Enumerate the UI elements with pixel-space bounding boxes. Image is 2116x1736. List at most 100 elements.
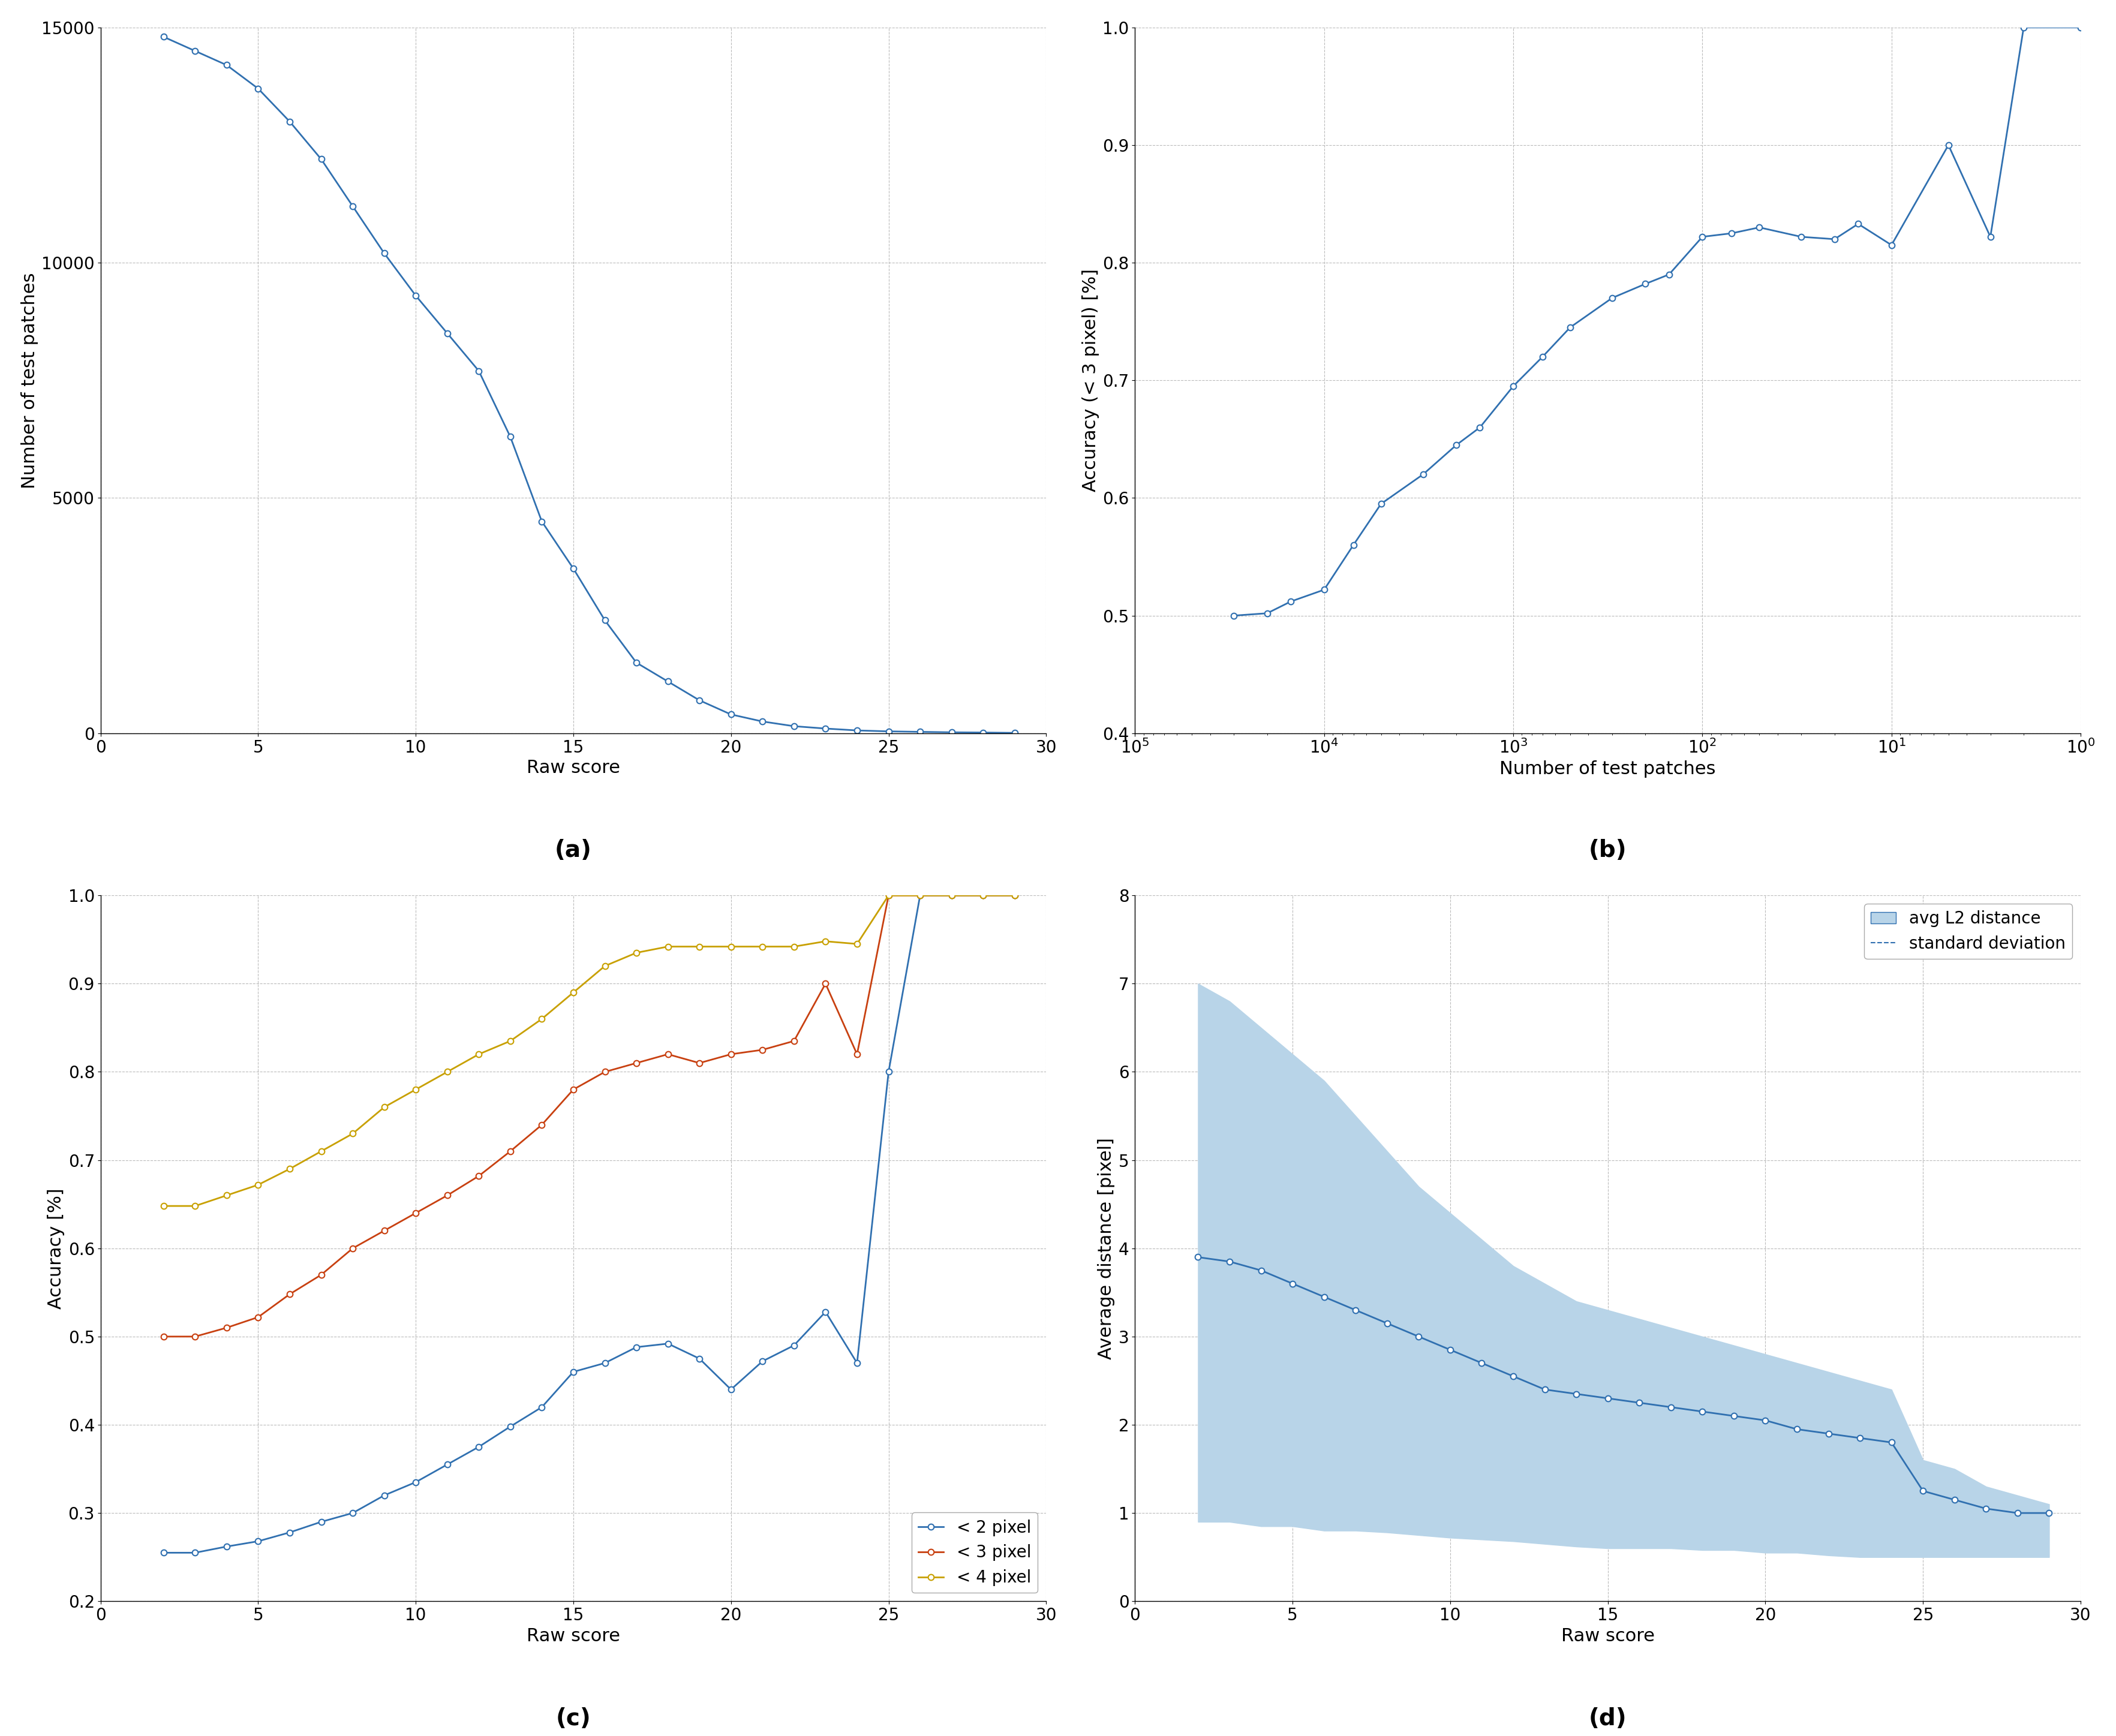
< 3 pixel — [781, 1031, 806, 1052]
< 4 pixel — [592, 955, 618, 976]
< 2 pixel — [688, 1349, 713, 1370]
Text: (c): (c) — [557, 1706, 590, 1729]
< 3 pixel — [908, 885, 933, 906]
< 4 pixel — [150, 1196, 176, 1217]
< 2 pixel — [656, 1333, 681, 1354]
< 4 pixel — [688, 936, 713, 957]
< 3 pixel — [309, 1264, 334, 1285]
< 4 pixel — [940, 885, 965, 906]
Text: (d): (d) — [1589, 1706, 1627, 1729]
< 3 pixel — [749, 1040, 774, 1061]
< 4 pixel — [497, 1031, 523, 1052]
< 2 pixel — [876, 1061, 901, 1082]
< 4 pixel — [1003, 885, 1028, 906]
< 2 pixel — [749, 1351, 774, 1371]
< 2 pixel — [372, 1484, 398, 1505]
X-axis label: Number of test patches: Number of test patches — [1500, 760, 1716, 778]
< 4 pixel — [624, 943, 650, 963]
< 4 pixel — [971, 885, 997, 906]
Y-axis label: Average distance [pixel]: Average distance [pixel] — [1098, 1137, 1115, 1359]
< 3 pixel — [402, 1203, 427, 1224]
< 4 pixel — [402, 1080, 427, 1101]
< 2 pixel — [717, 1378, 743, 1399]
< 2 pixel — [402, 1472, 427, 1493]
< 3 pixel — [561, 1080, 586, 1101]
< 2 pixel — [813, 1302, 838, 1323]
< 3 pixel — [940, 885, 965, 906]
< 2 pixel — [277, 1522, 303, 1543]
Y-axis label: Number of test patches: Number of test patches — [21, 273, 38, 488]
Line: < 4 pixel: < 4 pixel — [161, 892, 1018, 1208]
< 2 pixel — [1003, 885, 1028, 906]
< 3 pixel — [277, 1285, 303, 1305]
< 4 pixel — [182, 1196, 207, 1217]
Text: (a): (a) — [554, 838, 592, 861]
< 3 pixel — [214, 1318, 239, 1338]
< 2 pixel — [529, 1397, 554, 1418]
< 3 pixel — [971, 885, 997, 906]
< 2 pixel — [908, 885, 933, 906]
< 2 pixel — [245, 1531, 271, 1552]
< 4 pixel — [908, 885, 933, 906]
< 4 pixel — [341, 1123, 366, 1144]
< 4 pixel — [372, 1097, 398, 1118]
X-axis label: Raw score: Raw score — [1562, 1627, 1655, 1644]
Text: (b): (b) — [1589, 838, 1627, 861]
< 3 pixel — [592, 1061, 618, 1082]
< 4 pixel — [214, 1186, 239, 1207]
< 2 pixel — [150, 1542, 176, 1562]
Y-axis label: Accuracy (< 3 pixel) [%]: Accuracy (< 3 pixel) [%] — [1081, 269, 1098, 491]
< 3 pixel — [372, 1220, 398, 1241]
< 2 pixel — [341, 1503, 366, 1524]
< 2 pixel — [624, 1337, 650, 1358]
< 2 pixel — [214, 1536, 239, 1557]
X-axis label: Raw score: Raw score — [527, 759, 620, 776]
< 2 pixel — [182, 1542, 207, 1562]
< 3 pixel — [844, 1043, 870, 1064]
Legend: avg L2 distance, standard deviation: avg L2 distance, standard deviation — [1864, 904, 2072, 958]
< 2 pixel — [940, 885, 965, 906]
< 3 pixel — [434, 1186, 459, 1207]
< 2 pixel — [497, 1417, 523, 1437]
< 3 pixel — [466, 1165, 491, 1186]
< 4 pixel — [749, 936, 774, 957]
Line: < 3 pixel: < 3 pixel — [161, 892, 1018, 1340]
Line: < 2 pixel: < 2 pixel — [161, 892, 1018, 1555]
< 3 pixel — [876, 885, 901, 906]
< 3 pixel — [1003, 885, 1028, 906]
< 2 pixel — [844, 1352, 870, 1373]
< 3 pixel — [656, 1043, 681, 1064]
< 3 pixel — [182, 1326, 207, 1347]
Y-axis label: Accuracy [%]: Accuracy [%] — [47, 1187, 66, 1309]
< 4 pixel — [781, 936, 806, 957]
< 2 pixel — [466, 1436, 491, 1457]
< 3 pixel — [245, 1307, 271, 1328]
< 4 pixel — [434, 1061, 459, 1082]
< 4 pixel — [717, 936, 743, 957]
< 4 pixel — [813, 930, 838, 951]
< 3 pixel — [813, 974, 838, 995]
X-axis label: Raw score: Raw score — [527, 1627, 620, 1644]
< 4 pixel — [876, 885, 901, 906]
< 2 pixel — [309, 1512, 334, 1533]
< 3 pixel — [150, 1326, 176, 1347]
< 2 pixel — [434, 1455, 459, 1476]
< 4 pixel — [466, 1043, 491, 1064]
< 4 pixel — [245, 1174, 271, 1194]
< 4 pixel — [656, 936, 681, 957]
< 3 pixel — [529, 1115, 554, 1135]
< 2 pixel — [561, 1361, 586, 1382]
< 3 pixel — [497, 1141, 523, 1161]
< 4 pixel — [529, 1009, 554, 1029]
< 3 pixel — [688, 1052, 713, 1073]
< 4 pixel — [309, 1141, 334, 1161]
< 3 pixel — [624, 1052, 650, 1073]
< 2 pixel — [781, 1335, 806, 1356]
< 3 pixel — [341, 1238, 366, 1259]
< 4 pixel — [561, 983, 586, 1003]
< 4 pixel — [844, 934, 870, 955]
< 2 pixel — [592, 1352, 618, 1373]
Legend: < 2 pixel, < 3 pixel, < 4 pixel: < 2 pixel, < 3 pixel, < 4 pixel — [912, 1512, 1037, 1594]
< 2 pixel — [971, 885, 997, 906]
< 4 pixel — [277, 1158, 303, 1179]
